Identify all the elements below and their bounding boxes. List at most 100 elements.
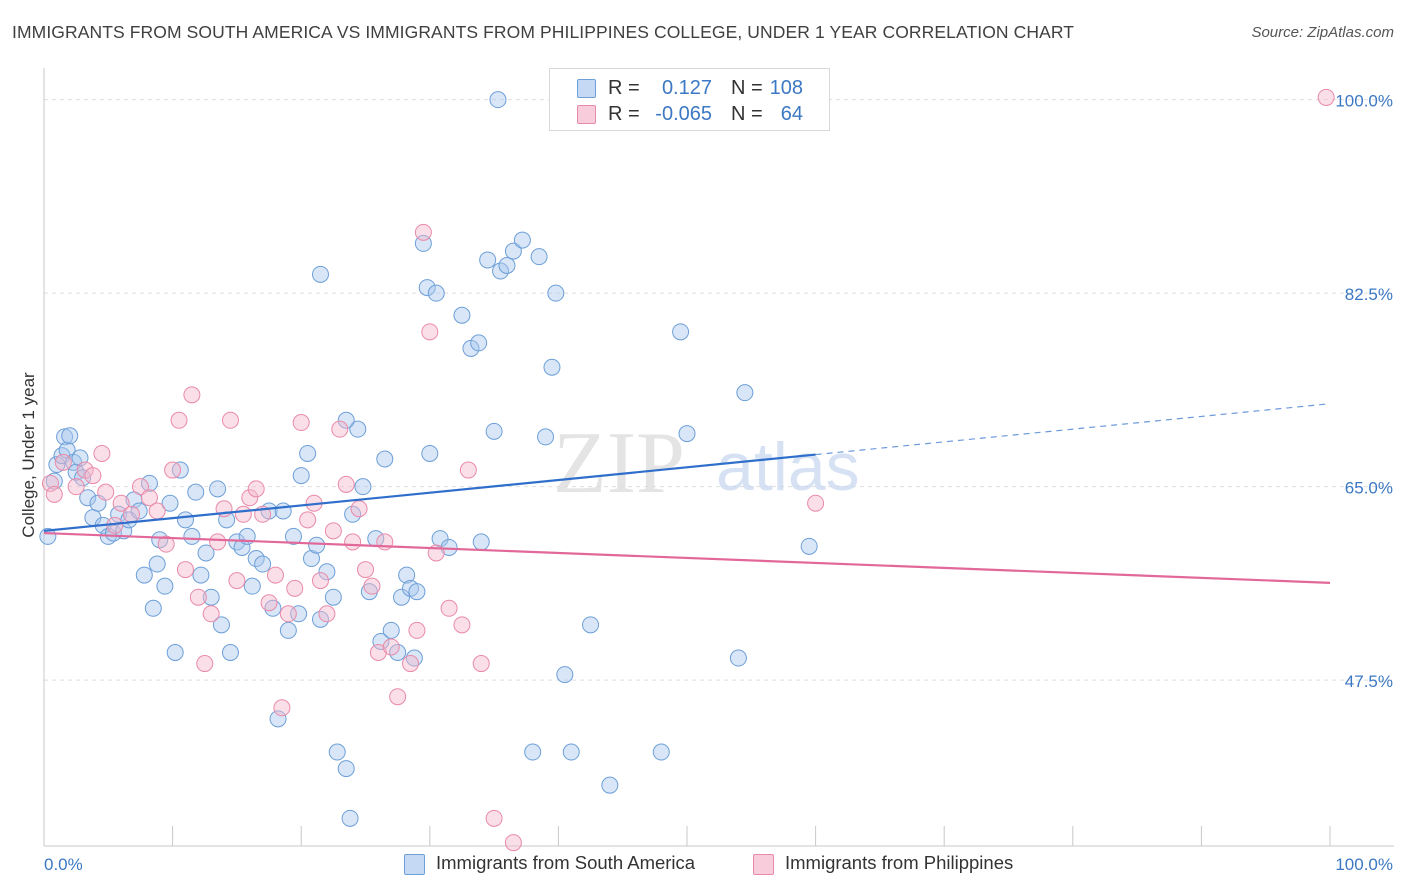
y-tick-label: 65.0% xyxy=(1345,479,1393,498)
south-america-point xyxy=(543,358,561,376)
philippines-point xyxy=(472,655,490,673)
south-america-point xyxy=(292,467,310,485)
philippines-point xyxy=(344,533,362,551)
philippines-point xyxy=(247,480,265,498)
philippines-point xyxy=(286,579,304,597)
legend-r-value: 0.127 xyxy=(661,77,712,99)
watermark-zip: ZIP xyxy=(553,415,685,512)
south-america-point xyxy=(311,265,329,283)
south-america-point xyxy=(418,279,436,297)
south-america-point xyxy=(349,420,367,438)
south-america-point xyxy=(183,527,201,545)
south-america-point xyxy=(166,644,184,661)
legend-swatch-pink xyxy=(577,105,596,124)
south-america-point xyxy=(556,666,574,684)
philippines-point xyxy=(459,461,477,479)
legend-row-south-america: R = 0.127 N = 108 xyxy=(550,75,829,101)
south-america-point xyxy=(530,248,548,266)
philippines-point xyxy=(273,699,291,717)
south-america-point xyxy=(427,284,445,302)
south-america-point xyxy=(382,621,400,639)
philippines-point xyxy=(112,494,130,512)
philippines-point xyxy=(202,605,220,623)
south-america-point xyxy=(736,384,754,402)
south-america-point xyxy=(472,533,490,551)
philippines-point xyxy=(807,494,825,512)
south-america-point xyxy=(254,555,272,573)
south-america-point xyxy=(562,743,580,761)
south-america-point xyxy=(398,566,416,584)
philippines-point xyxy=(131,478,149,496)
legend-r-label: R = xyxy=(608,77,640,99)
legend-swatch-blue xyxy=(577,79,596,98)
philippines-point xyxy=(408,621,426,639)
south-america-point xyxy=(61,427,79,445)
legend-n-value: 108 xyxy=(769,77,803,99)
philippines-point xyxy=(414,223,432,241)
south-america-point xyxy=(337,760,355,778)
south-america-trend-extension xyxy=(815,403,1331,456)
south-america-point xyxy=(729,649,747,667)
south-america-point xyxy=(318,563,336,581)
south-america-point xyxy=(341,809,359,827)
philippines-point xyxy=(440,599,458,617)
south-america-point xyxy=(431,530,449,548)
south-america-point xyxy=(489,91,507,109)
bottom-legend-swatch-pink xyxy=(753,854,774,875)
philippines-point xyxy=(292,414,310,432)
south-america-point xyxy=(672,323,690,341)
legend-r-value: -0.065 xyxy=(655,103,712,125)
south-america-point xyxy=(243,577,261,595)
south-america-point xyxy=(354,478,372,496)
y-tick-label: 47.5% xyxy=(1345,672,1393,691)
philippines-point xyxy=(1317,88,1335,106)
south-america-point xyxy=(328,743,346,761)
philippines-trend-line xyxy=(43,531,1331,584)
bottom-legend-swatch-blue xyxy=(404,854,425,875)
south-america-point xyxy=(485,422,503,440)
south-america-point xyxy=(498,257,516,274)
south-america-point xyxy=(504,242,522,260)
x-tick-label: 0.0% xyxy=(44,855,83,874)
philippines-point xyxy=(93,444,111,462)
south-america-point xyxy=(192,566,210,584)
philippines-point xyxy=(357,561,374,579)
south-america-point xyxy=(209,480,227,498)
philippines-point xyxy=(148,502,166,520)
south-america-point xyxy=(161,494,179,512)
philippines-point xyxy=(122,505,140,523)
philippines-point xyxy=(402,655,420,673)
philippines-point xyxy=(45,485,63,503)
philippines-point xyxy=(369,644,387,661)
south-america-trend-line xyxy=(43,453,816,532)
south-america-point xyxy=(79,489,97,507)
south-america-points xyxy=(39,91,818,827)
philippines-point xyxy=(234,505,252,523)
south-america-point xyxy=(302,550,320,568)
south-america-point xyxy=(652,743,670,761)
philippines-point xyxy=(485,809,503,827)
y-tick-label: 100.0% xyxy=(1335,92,1393,111)
correlation-legend: R = 0.127 N = 108 R = -0.065 N = 64 xyxy=(549,68,830,131)
south-america-point xyxy=(144,599,162,617)
south-america-point xyxy=(202,588,220,606)
x-tick-label: 100.0% xyxy=(1335,855,1393,874)
philippines-point xyxy=(189,588,207,606)
philippines-point xyxy=(84,467,102,485)
south-america-point xyxy=(274,502,292,520)
philippines-point xyxy=(67,478,85,496)
south-america-point xyxy=(279,621,297,639)
legend-row-philippines: R = -0.065 N = 64 xyxy=(550,101,829,127)
philippines-point xyxy=(311,572,329,590)
south-america-point xyxy=(421,444,439,462)
south-america-point xyxy=(678,425,696,443)
philippines-point xyxy=(209,533,227,551)
philippines-point xyxy=(324,522,342,540)
philippines-point xyxy=(453,616,471,634)
south-america-point xyxy=(135,566,153,584)
philippines-point xyxy=(318,605,336,623)
philippines-point xyxy=(140,489,158,507)
south-america-point xyxy=(337,411,355,429)
philippines-point xyxy=(170,411,188,429)
south-america-point xyxy=(372,632,390,650)
